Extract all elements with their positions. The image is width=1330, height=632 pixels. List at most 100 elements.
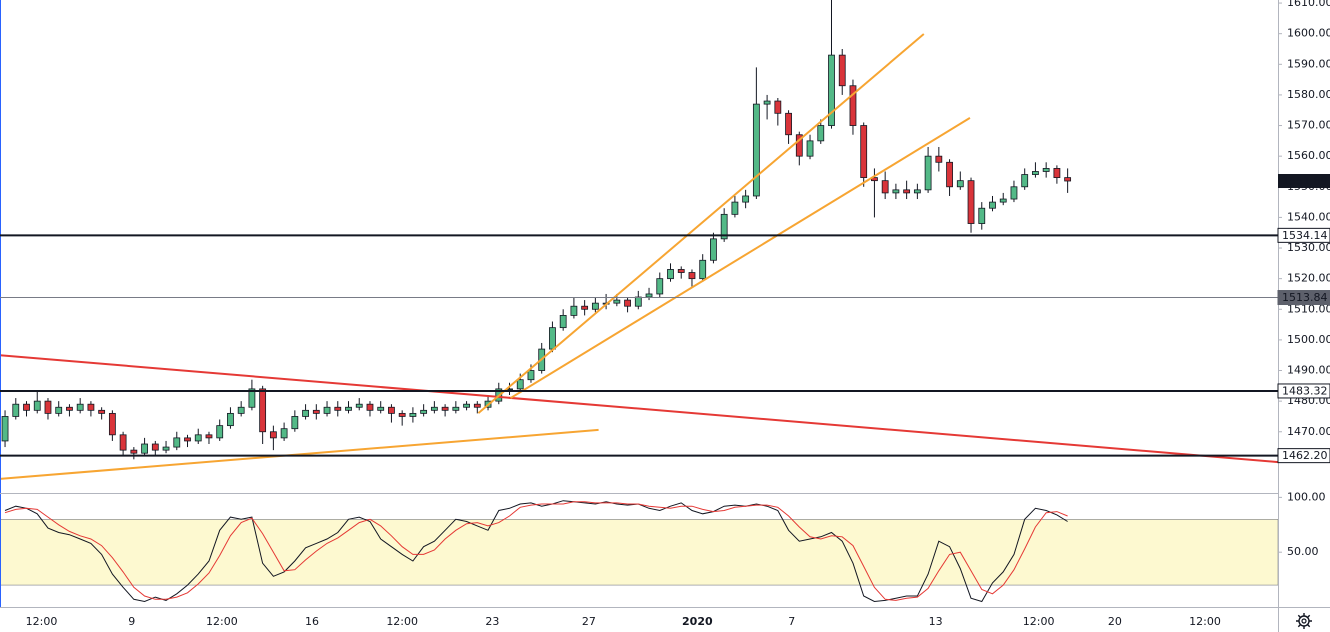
candle-body xyxy=(817,125,825,142)
candle-body xyxy=(291,416,299,430)
candle-body xyxy=(795,134,803,157)
candle-body xyxy=(184,437,191,442)
x-tick-label: 2020 xyxy=(682,615,713,628)
candle-body xyxy=(66,406,73,411)
level-tag xyxy=(1277,227,1330,243)
x-tick-label: 12:00 xyxy=(1189,615,1221,628)
candle-body xyxy=(87,403,95,411)
candle-body xyxy=(849,85,857,126)
candle-body xyxy=(613,299,621,304)
candle-body xyxy=(785,112,792,136)
candle-body xyxy=(216,425,224,439)
candle-body xyxy=(1053,168,1061,179)
candle-body xyxy=(259,388,267,433)
y-tick-label: 1510.00 xyxy=(1287,302,1330,315)
candle-body xyxy=(98,409,106,414)
candle-body xyxy=(677,269,685,273)
candle-body xyxy=(173,437,181,448)
last-price-label: 1551.89 xyxy=(1282,175,1328,188)
y-tick-label: 100.00 xyxy=(1287,490,1326,503)
level-tag xyxy=(1277,448,1330,464)
candle-body xyxy=(420,409,428,414)
candle-body xyxy=(108,412,116,436)
level-tag xyxy=(1277,290,1330,306)
x-tick-label: 12:00 xyxy=(206,615,238,628)
candle-body xyxy=(388,406,395,414)
candle-body xyxy=(205,434,213,439)
level-label: 1462.20 xyxy=(1282,449,1328,462)
candle-body xyxy=(881,180,889,194)
candle-body xyxy=(516,379,524,390)
candle-body xyxy=(645,293,653,298)
level-tag xyxy=(1277,383,1330,399)
candle-body xyxy=(903,189,911,194)
candle-body xyxy=(1,416,9,442)
candle-body xyxy=(752,103,760,197)
candle-body xyxy=(549,327,556,350)
trend-line xyxy=(477,33,925,414)
candle-body xyxy=(248,388,256,408)
stoch-line xyxy=(4,501,1068,601)
trend-line xyxy=(0,428,599,480)
trend-line xyxy=(0,354,1278,464)
candle-body xyxy=(935,155,943,163)
candle-body xyxy=(892,189,900,194)
candle-body xyxy=(430,406,438,411)
candle-body xyxy=(774,100,782,114)
candle-body xyxy=(720,213,728,240)
candle-body xyxy=(151,443,159,451)
candle-body xyxy=(366,403,374,411)
candle-body xyxy=(838,54,846,87)
candle-body xyxy=(355,403,363,408)
candle-body xyxy=(806,140,814,157)
candle-body xyxy=(710,238,717,261)
candle-body xyxy=(1010,186,1018,200)
candle-body xyxy=(924,155,932,191)
y-tick-label: 1570.00 xyxy=(1287,119,1330,132)
candle-body xyxy=(377,406,385,411)
candle-body xyxy=(130,449,138,454)
settings-icon[interactable] xyxy=(1296,613,1312,629)
candle-body xyxy=(699,259,707,280)
x-tick-label: 12:00 xyxy=(26,615,58,628)
candle-body xyxy=(763,100,771,105)
candle-body xyxy=(452,406,460,411)
candle-body xyxy=(688,272,696,280)
level-label: 1483.32 xyxy=(1282,384,1328,397)
candle-body xyxy=(860,125,868,179)
y-tick-label: 1500.00 xyxy=(1287,333,1330,346)
stoch-band xyxy=(0,519,1279,586)
candle-body xyxy=(463,403,470,408)
candle-body xyxy=(946,161,953,188)
y-tick-label: 1600.00 xyxy=(1287,27,1330,40)
candle-body xyxy=(956,180,964,188)
candle-body xyxy=(978,207,986,224)
candle-body xyxy=(967,180,975,224)
candle-body xyxy=(409,412,417,417)
candle-body xyxy=(656,278,664,295)
x-tick-label: 9 xyxy=(128,615,135,628)
candle-body xyxy=(999,198,1007,203)
level-label: 1534.14 xyxy=(1282,229,1328,242)
candle-body xyxy=(989,201,996,209)
candle-body xyxy=(312,409,320,414)
x-tick-label: 13 xyxy=(929,615,943,628)
candle-body xyxy=(634,296,642,307)
candle-body xyxy=(398,412,406,417)
x-tick-label: 16 xyxy=(305,615,319,628)
candle-body xyxy=(624,299,631,307)
y-tick-label: 1490.00 xyxy=(1287,364,1330,377)
y-tick-label: 1610.00 xyxy=(1287,0,1330,9)
y-tick-label: 1580.00 xyxy=(1287,88,1330,101)
level-label: 1513.84 xyxy=(1282,291,1328,304)
y-tick-label: 1530.00 xyxy=(1287,241,1330,254)
candle-body xyxy=(55,406,63,414)
x-tick-label: 23 xyxy=(485,615,499,628)
candle-body xyxy=(731,201,739,215)
y-tick-label: 1520.00 xyxy=(1287,272,1330,285)
y-tick-label: 50.00 xyxy=(1287,545,1319,558)
candle-body xyxy=(76,403,84,411)
candle-body xyxy=(119,434,127,451)
candle-body xyxy=(473,403,481,408)
